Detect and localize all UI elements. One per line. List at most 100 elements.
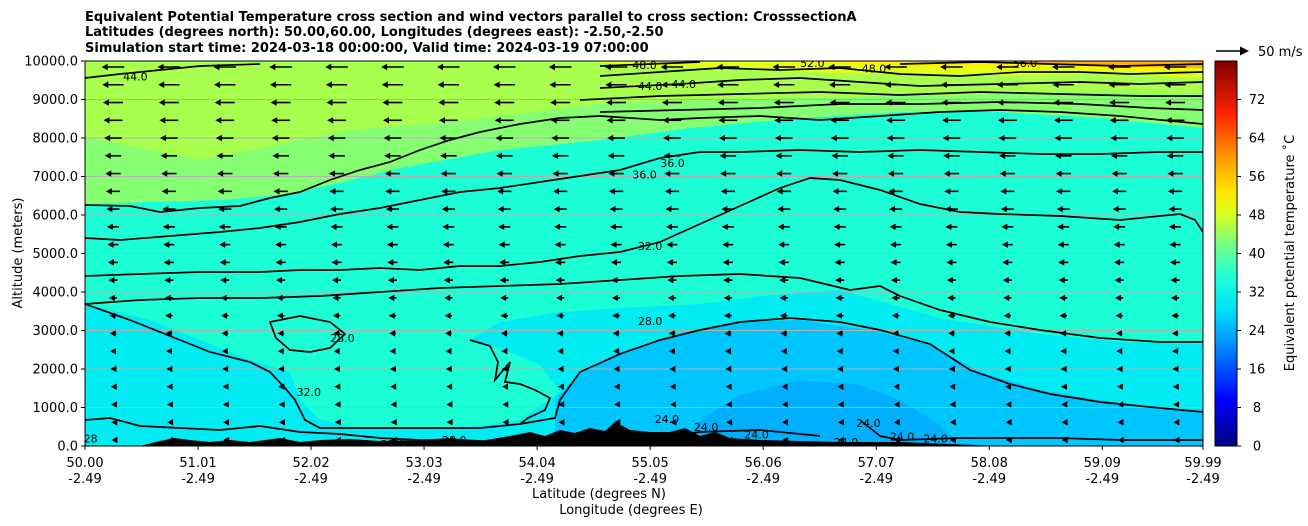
y-tick-label: 0.0: [57, 440, 78, 455]
colorbar-tick-label: 72: [1249, 93, 1266, 108]
terrain: [85, 422, 1000, 446]
wind-arrow: [1170, 294, 1180, 302]
wind-arrow: [1059, 312, 1067, 319]
colorbar: 0 8 16 24 32 40 48 56 64 72 Equivalent potential …: [1214, 60, 1298, 455]
x-tick-label-lat: 52.02: [292, 456, 329, 471]
wind-arrow: [1172, 383, 1179, 390]
wind-arrow: [1165, 99, 1186, 106]
wind-arrow: [444, 312, 453, 319]
wind-arrow: [781, 365, 788, 373]
wind-arrow: [778, 259, 789, 266]
wind-arrow: [390, 383, 397, 390]
wind-arrow: [334, 419, 341, 426]
wind-arrow: [1114, 259, 1125, 266]
contour-label: 24.0: [694, 421, 719, 434]
wind-arrow: [384, 170, 401, 177]
wind-arrow: [613, 347, 620, 355]
wind-arrow: [333, 347, 340, 355]
wind-arrow: [272, 152, 289, 160]
wind-arrow: [102, 99, 123, 106]
wind-arrow: [333, 330, 340, 337]
wind-arrow: [495, 134, 514, 142]
wind-arrow: [492, 63, 516, 71]
wind-arrow: [555, 276, 565, 284]
wind-arrow: [1056, 205, 1070, 213]
wind-arrow: [609, 205, 623, 213]
wind-arrow: [502, 419, 509, 426]
wind-arrow: [552, 170, 568, 177]
wind-arrow: [223, 419, 230, 426]
wind-arrow: [278, 401, 285, 408]
wind-arrow: [605, 81, 627, 88]
wind-arrow: [777, 205, 791, 213]
wind-arrow: [1110, 134, 1128, 142]
x-tick-label-lat: 51.01: [179, 456, 216, 471]
wind-arrow: [665, 223, 678, 231]
contour-36: [85, 149, 1203, 241]
colorbar-tick-label: 48: [1249, 209, 1266, 224]
wind-arrow: [167, 419, 174, 426]
wind-arrow: [836, 347, 843, 355]
contour-label: 28.0: [442, 434, 467, 447]
x-tick-label-lat: 56.06: [745, 456, 782, 471]
wind-arrow: [390, 419, 397, 426]
y-tick-label: 1000.0: [33, 401, 79, 416]
wind-arrow: [890, 276, 901, 284]
wind-arrow: [217, 170, 233, 177]
wind-arrow: [329, 205, 344, 213]
wind-arrow: [940, 63, 963, 71]
wind-arrow: [942, 134, 961, 142]
wind-arrow: [948, 330, 955, 337]
wind-arrow: [277, 330, 284, 337]
wind-arrow: [837, 383, 844, 390]
wind-arrow: [270, 99, 291, 106]
x-tick-label-lon: -2.49: [68, 472, 102, 487]
wind-arrow: [669, 383, 676, 390]
wind-arrow: [550, 99, 571, 106]
wind-arrow: [441, 188, 456, 195]
contour-label: 24.0: [655, 413, 680, 426]
wind-arrow: [385, 188, 400, 195]
wind-arrow: [165, 347, 172, 355]
wind-arrow: [1061, 383, 1068, 390]
x-tick-label-lon: -2.49: [859, 472, 893, 487]
quiver-key: 50 m/s: [1216, 45, 1303, 60]
wind-arrow: [726, 436, 733, 444]
wind-arrow: [1115, 294, 1124, 302]
wind-arrow: [445, 330, 452, 337]
wind-arrow: [1116, 347, 1123, 355]
contour-44b: [579, 91, 1203, 101]
wind-arrow: [946, 276, 957, 284]
wind-arrow: [1057, 241, 1069, 248]
grid-lines: [85, 61, 1203, 446]
wind-arrow: [719, 152, 737, 160]
wind-arrow: [725, 365, 732, 373]
wind-arrow: [111, 436, 118, 444]
wind-arrow: [222, 365, 229, 373]
wind-arrow: [502, 436, 509, 444]
wind-arrow: [1170, 276, 1180, 284]
wind-arrow: [666, 241, 678, 248]
wind-arrow: [499, 276, 509, 284]
x-tick-label-lat: 54.04: [519, 456, 556, 471]
contour-label: 24.0: [890, 430, 915, 443]
wind-arrow: [614, 436, 621, 444]
wind-arrow: [325, 81, 348, 88]
wind-arrow: [443, 259, 454, 266]
y-tick-label: 5000.0: [33, 247, 79, 262]
contour-label: 56.0: [1013, 57, 1038, 70]
wind-arrow: [269, 63, 292, 71]
wind-arrow: [610, 241, 622, 248]
wind-arrow: [106, 223, 119, 231]
y-axis: 0.0 1000.0 2000.0 3000.0 4000.0 5000.0 6000.0 7…: [24, 55, 85, 455]
wind-arrow: [999, 152, 1016, 160]
wind-arrow: [1057, 223, 1070, 231]
wind-arrow: [1115, 330, 1123, 337]
chart-title-line-2: Latitudes (degrees north): 50.00,60.00, …: [85, 25, 664, 40]
wind-arrow: [1061, 401, 1068, 408]
wind-arrow: [670, 419, 677, 426]
wind-arrow: [440, 170, 457, 177]
wind-arrow: [500, 312, 508, 319]
wind-arrow: [218, 223, 231, 231]
wind-arrow: [1168, 205, 1182, 213]
